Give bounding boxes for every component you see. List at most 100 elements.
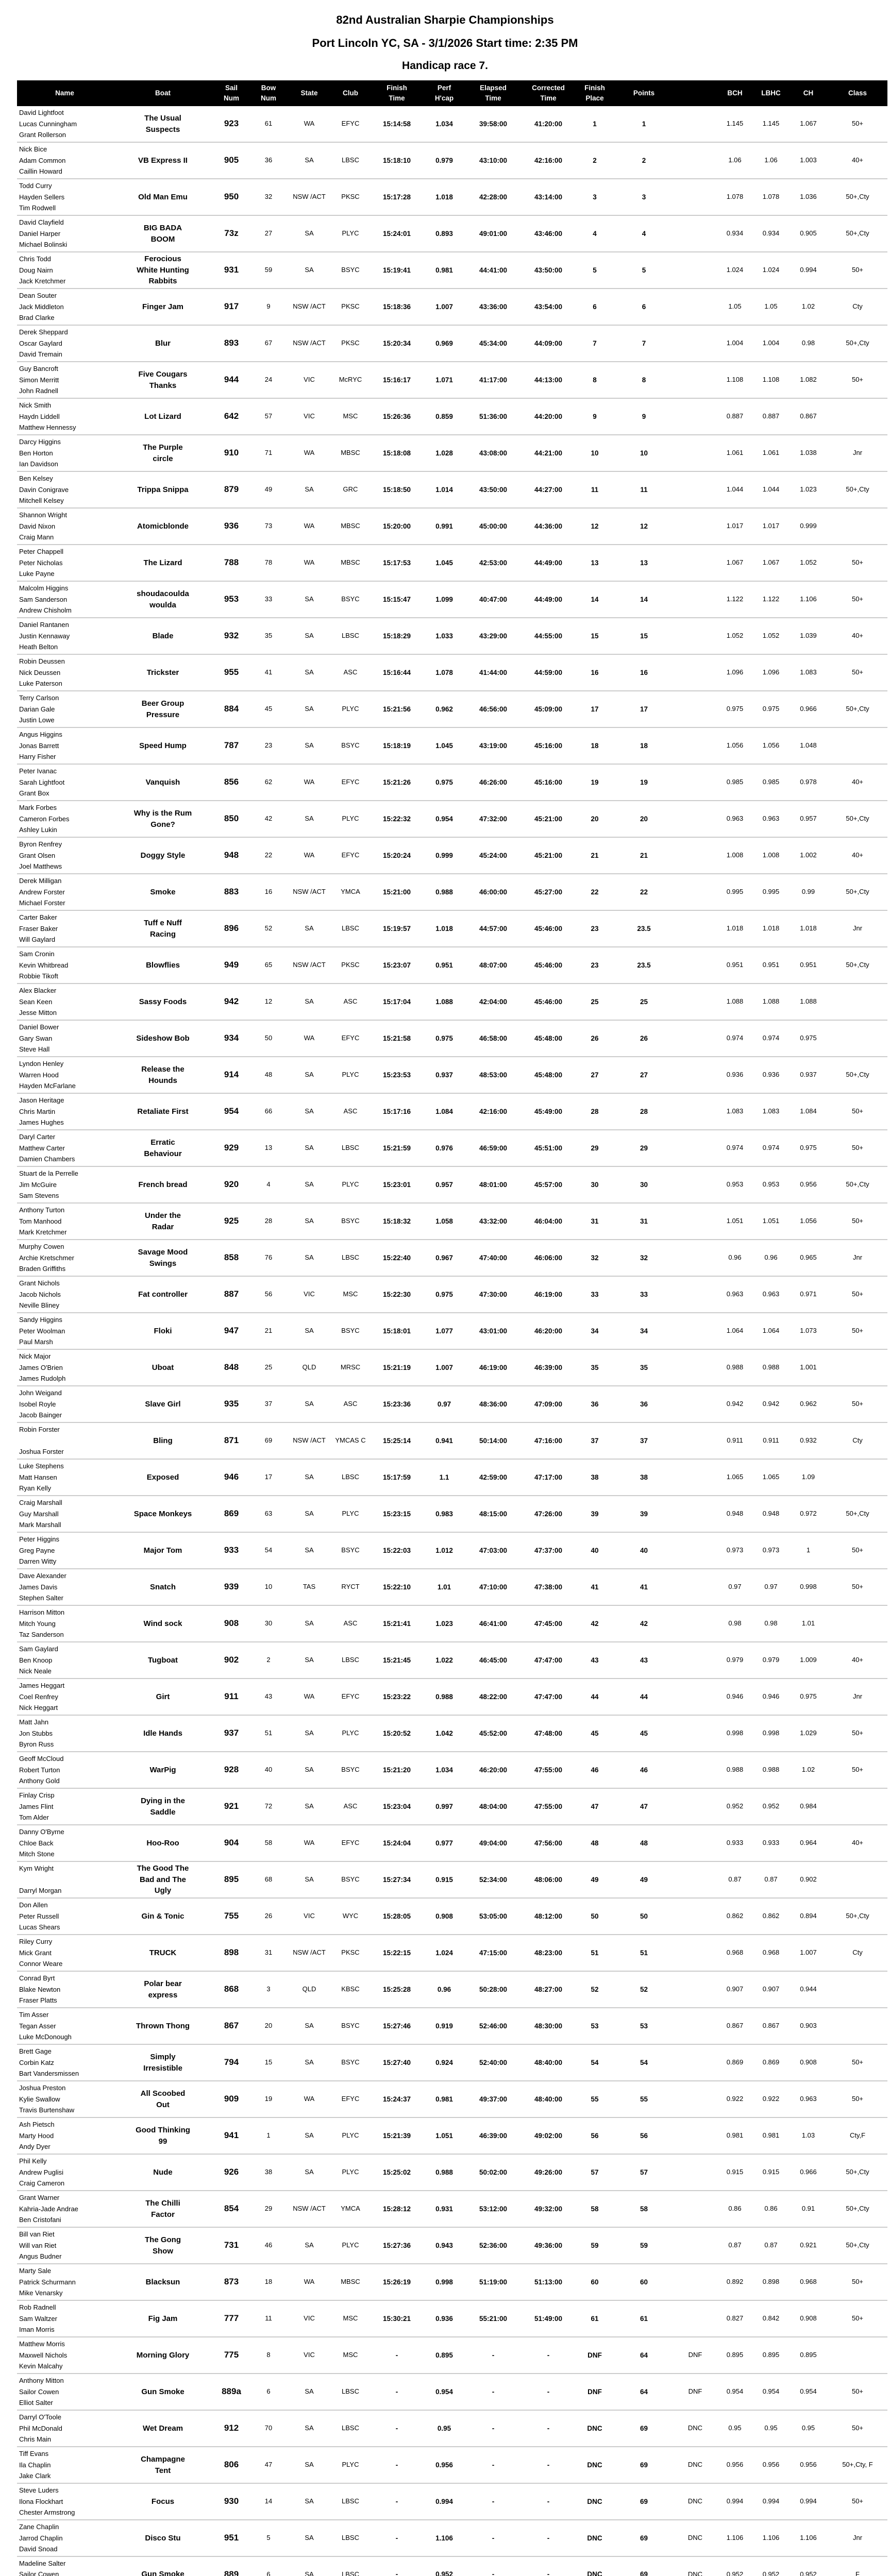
crew-member: Nick Neale (19, 1667, 52, 1675)
state: SA (305, 1253, 314, 1262)
table-row: Chris Todd Doug Nairn Jack Kretchmer Feroc… (17, 252, 887, 289)
elapsed-time: 45:00:00 (479, 522, 508, 530)
sail-number: 928 (224, 1765, 239, 1775)
crew-member: Phil McDonald (19, 2424, 62, 2432)
finish-place: 41 (591, 1583, 599, 1591)
bch-value: 1.044 (726, 485, 744, 494)
boat-name: Uboat (152, 1363, 174, 1372)
state: SA (305, 705, 314, 713)
crew-member: Travis Burtenshaw (19, 2106, 75, 2114)
elapsed-time: 46:41:00 (479, 1619, 508, 1628)
points: 15 (640, 632, 648, 640)
finish-place: 2 (593, 156, 597, 164)
elapsed-time: 44:41:00 (479, 266, 508, 274)
lbhc-value: 1.078 (762, 193, 780, 201)
club: McRYC (339, 376, 362, 384)
bch-value: 0.936 (726, 1071, 744, 1079)
crew-names: Ash Pietsch Marty Hood Andy Dyer (17, 2118, 112, 2154)
ch-value: 0.944 (800, 1985, 817, 1993)
ch-value: 1.056 (800, 1217, 817, 1225)
club: LBSC (342, 2497, 359, 2505)
elapsed-time: 50:28:00 (479, 1985, 508, 1993)
crew-member: Jarrod Chaplin (19, 2534, 63, 2542)
ch-value: 0.984 (800, 1802, 817, 1810)
perf-handicap: 0.919 (435, 2022, 453, 2030)
class-value: 40+ (851, 1839, 864, 1847)
finish-time: 15:23:36 (382, 1400, 411, 1408)
class-value (828, 526, 887, 527)
boat-name: Fig Jam (148, 2314, 178, 2323)
class-value (828, 416, 887, 417)
bow-number: 78 (264, 558, 273, 567)
finish-place: 48 (591, 1839, 599, 1847)
crew-member: Hayden McFarlane (19, 1082, 76, 1090)
column-header: State (300, 89, 318, 97)
elapsed-time: 52:34:00 (479, 1875, 508, 1884)
crew-member: Murphy Cowen (19, 1243, 64, 1250)
ch-value: 0.954 (800, 2387, 817, 2396)
finish-time: 15:17:53 (382, 558, 411, 567)
crew-member: Grant Rollerson (19, 131, 66, 139)
crew-member: Grant Olsen (19, 851, 56, 859)
state: SA (305, 997, 314, 1006)
bow-number: 35 (264, 632, 273, 640)
finish-place: 27 (591, 1071, 599, 1079)
status-code (674, 1002, 717, 1003)
state: SA (305, 1217, 314, 1225)
perf-handicap: 0.962 (435, 705, 453, 713)
lbhc-value: 1.061 (762, 449, 780, 457)
elapsed-time: - (492, 2497, 495, 2505)
points: 42 (640, 1619, 648, 1628)
state: SA (305, 2131, 314, 2140)
crew-member: Jacob Nichols (19, 1290, 61, 1298)
corrected-time: 45:46:00 (534, 997, 563, 1006)
perf-handicap: 0.936 (435, 2314, 453, 2323)
boat-name: Ferocious White Hunting Rabbits (137, 254, 189, 286)
finish-place: 43 (591, 1656, 599, 1664)
crew-member: Will Gaylard (19, 936, 56, 944)
status-code (674, 416, 717, 417)
sail-number: 925 (224, 1216, 239, 1226)
crew-member: Ila Chaplin (19, 2461, 51, 2469)
state: NSW /ACT (293, 1948, 326, 1957)
corrected-time: 45:57:00 (534, 1180, 563, 1189)
elapsed-time: 48:22:00 (479, 1692, 508, 1701)
state: VIC (304, 2351, 315, 2359)
column-header: Perf H'cap (434, 84, 454, 102)
status-code (674, 1258, 717, 1259)
crew-member: Craig Cameron (19, 2179, 65, 2188)
table-row: Marty Sale Patrick Schurmann Mike Venarsky… (17, 2264, 887, 2301)
bch-value: 0.867 (726, 2022, 744, 2030)
points: 9 (642, 412, 646, 420)
bow-number: 8 (266, 2351, 271, 2359)
class-value: 50+ (851, 668, 864, 676)
boat-name: Release the Hounds (141, 1064, 184, 1085)
perf-handicap: 0.981 (435, 2095, 453, 2103)
corrected-time: 49:32:00 (534, 2205, 563, 2213)
bow-number: 58 (264, 1839, 273, 1847)
lbhc-value: 1.051 (762, 1217, 780, 1225)
table-row: Ash Pietsch Marty Hood Andy Dyer Good Thin… (17, 2118, 887, 2155)
finish-place: DNF (587, 2351, 602, 2359)
lbhc-value: 1.06 (764, 156, 778, 164)
bow-number: 72 (264, 1802, 273, 1810)
finish-place: 21 (591, 851, 599, 859)
points: 6 (642, 302, 646, 311)
elapsed-time: 45:24:00 (479, 851, 508, 859)
crew-names: Bill van Riet Will van Riet Angus Budner (17, 2228, 112, 2263)
club: ASC (343, 668, 358, 676)
crew-member: Connor Weare (19, 1960, 63, 1968)
boat-name: TRUCK (149, 1948, 177, 1957)
crew-member: Darryl O'Toole (19, 2413, 61, 2421)
crew-names: Derek Milligan Andrew Forster Michael Fors… (17, 874, 112, 910)
perf-handicap: 0.979 (435, 156, 453, 164)
status-code (674, 709, 717, 710)
crew-member: Daniel Harper (19, 229, 61, 238)
crew-member: Steve Luders (19, 2486, 59, 2494)
state: VIC (304, 2314, 315, 2323)
elapsed-time: 53:12:00 (479, 2205, 508, 2213)
bow-number: 2 (266, 1656, 271, 1664)
bch-value: 1.078 (726, 193, 744, 201)
points: 61 (640, 2314, 648, 2323)
points: 38 (640, 1473, 648, 1481)
